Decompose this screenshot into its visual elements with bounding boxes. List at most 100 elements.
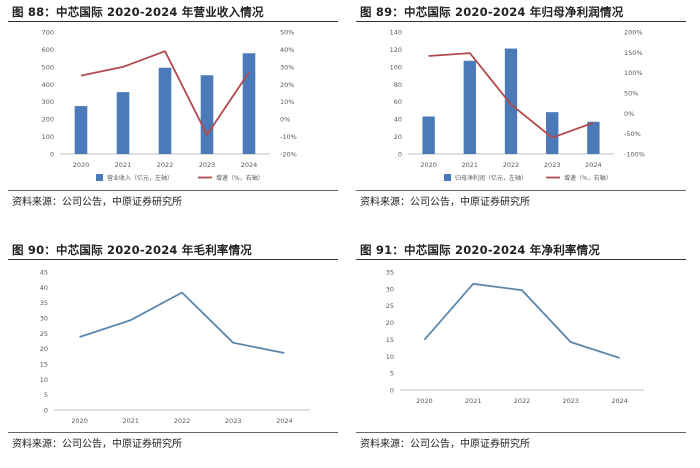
source-note: 资料来源：公司公告，中原证券研究所 bbox=[12, 439, 182, 450]
y-tick-label-left: 30 bbox=[386, 285, 394, 293]
series-line bbox=[428, 52, 594, 139]
y-tick-label-right: -20% bbox=[280, 151, 297, 159]
y-tick-label-left: 20 bbox=[40, 345, 48, 353]
y-tick-label-left: 500 bbox=[42, 63, 54, 71]
x-tick-label: 2020 bbox=[416, 397, 433, 405]
title-rule bbox=[356, 21, 686, 22]
y-tick-label-left: 100 bbox=[390, 63, 402, 71]
y-tick-label-left: 25 bbox=[386, 302, 394, 310]
y-tick-label-left: 60 bbox=[394, 98, 402, 106]
bar bbox=[504, 48, 518, 154]
y-tick-label-right: 20% bbox=[280, 81, 294, 89]
legend-label-line: 增速（%，右轴） bbox=[564, 174, 612, 182]
title-rule bbox=[356, 259, 686, 260]
y-tick-label-left: 35 bbox=[386, 269, 394, 277]
source-rule bbox=[8, 190, 338, 191]
y-tick-label-left: 200 bbox=[42, 116, 54, 124]
x-tick-label: 2021 bbox=[462, 161, 479, 169]
y-tick-label-left: 0 bbox=[50, 151, 54, 159]
bar bbox=[158, 67, 172, 154]
y-tick-label-left: 10 bbox=[386, 353, 394, 361]
x-tick-label: 2021 bbox=[123, 417, 140, 425]
y-tick-label-left: 15 bbox=[386, 336, 394, 344]
y-tick-label-right: -100% bbox=[624, 151, 645, 159]
x-tick-label: 2023 bbox=[199, 161, 216, 169]
y-tick-label-left: 45 bbox=[40, 269, 48, 277]
y-tick-label-left: 140 bbox=[390, 29, 402, 37]
x-tick-label: 2022 bbox=[174, 417, 191, 425]
y-tick-label-left: 35 bbox=[40, 299, 48, 307]
chart-panel-fig89: 图 89：中芯国际 2020-2024 年归母净利润情况 0 20 40 60 80 10… bbox=[356, 4, 686, 210]
y-tick-label-right: 150% bbox=[624, 49, 643, 57]
legend-swatch-bar bbox=[444, 174, 451, 181]
bar bbox=[116, 92, 130, 154]
x-tick-label: 2024 bbox=[276, 417, 293, 425]
y-tick-label-left: 400 bbox=[42, 81, 54, 89]
y-tick-label-left: 700 bbox=[42, 29, 54, 37]
x-tick-label: 2023 bbox=[544, 161, 561, 169]
y-tick-label-left: 40 bbox=[40, 284, 48, 292]
y-tick-label-left: 20 bbox=[386, 319, 394, 327]
series-line bbox=[423, 282, 620, 359]
x-tick-label: 2023 bbox=[563, 397, 580, 405]
x-tick-label: 2022 bbox=[514, 397, 531, 405]
y-tick-label-right: 50% bbox=[280, 29, 294, 37]
chart-svg: 0 20 40 60 80 100 120 140 2020 2021 2022 2023 2024 -1… bbox=[390, 29, 645, 183]
title-rule bbox=[8, 259, 338, 260]
bar bbox=[587, 121, 600, 154]
chart-panel-fig90: 图 90：中芯国际 2020-2024 年毛利率情况 0 5 10 15 20 25 30 3… bbox=[8, 242, 338, 466]
chart-svg: 0 100 200 300 400 500 600 700 2020 2021 2022 2023 20… bbox=[42, 29, 297, 183]
y-tick-label-right: 0% bbox=[624, 110, 634, 118]
y-tick-label-right: 100% bbox=[624, 69, 643, 77]
y-tick-label-right: 10% bbox=[280, 98, 294, 106]
y-tick-label-left: 5 bbox=[390, 370, 394, 378]
chart-title: 图 91：中芯国际 2020-2024 年净利率情况 bbox=[360, 243, 600, 257]
series-line bbox=[79, 291, 285, 354]
bar bbox=[74, 106, 88, 154]
series-line bbox=[80, 50, 250, 136]
y-tick-label-left: 300 bbox=[42, 98, 54, 106]
y-tick-label-right: 200% bbox=[624, 29, 643, 37]
chart-title: 图 89：中芯国际 2020-2024 年归母净利润情况 bbox=[360, 5, 624, 19]
x-tick-label: 2022 bbox=[503, 161, 520, 169]
x-tick-label: 2021 bbox=[115, 161, 132, 169]
legend-label-bar: 归母净利润（亿元，左轴） bbox=[455, 174, 527, 182]
x-tick-label: 2021 bbox=[465, 397, 482, 405]
bar bbox=[200, 75, 214, 154]
chart-svg: 0 5 10 15 20 25 30 35 2020 2021 2022 2023 2024 bbox=[386, 269, 644, 405]
source-note: 资料来源：公司公告，中原证券研究所 bbox=[360, 197, 530, 208]
y-tick-label-right: 30% bbox=[280, 63, 294, 71]
y-tick-label-left: 600 bbox=[42, 46, 54, 54]
y-tick-label-right: 0% bbox=[280, 116, 290, 124]
chart-title: 图 88：中芯国际 2020-2024 年营业收入情况 bbox=[12, 5, 264, 19]
y-tick-label-left: 100 bbox=[42, 133, 54, 141]
bar bbox=[546, 112, 559, 154]
source-rule bbox=[356, 432, 686, 433]
y-tick-label-right: -50% bbox=[624, 130, 641, 138]
chart-title: 图 90：中芯国际 2020-2024 年毛利率情况 bbox=[12, 243, 252, 257]
y-tick-label-left: 80 bbox=[394, 81, 402, 89]
y-tick-label-left: 0 bbox=[44, 407, 48, 415]
chart-panel-fig88: 图 88：中芯国际 2020-2024 年营业收入情况 0 100 200 300 40… bbox=[8, 4, 338, 210]
title-rule bbox=[8, 21, 338, 22]
legend-swatch-bar bbox=[96, 174, 103, 181]
y-tick-label-right: 40% bbox=[280, 46, 294, 54]
legend-label-line: 增速（%，右轴） bbox=[216, 174, 264, 182]
source-rule bbox=[8, 432, 338, 433]
y-tick-label-left: 5 bbox=[44, 391, 48, 399]
y-tick-label-right: 50% bbox=[624, 90, 638, 98]
y-tick-label-left: 20 bbox=[394, 133, 402, 141]
y-tick-label-left: 25 bbox=[40, 330, 48, 338]
bar bbox=[463, 60, 476, 154]
y-tick-label-left: 10 bbox=[40, 376, 48, 384]
y-tick-label-left: 40 bbox=[394, 116, 402, 124]
x-tick-label: 2020 bbox=[73, 161, 90, 169]
x-tick-label: 2024 bbox=[611, 397, 628, 405]
x-tick-label: 2024 bbox=[241, 161, 258, 169]
chart-svg: 0 5 10 15 20 25 30 35 40 45 2020 2021 2022 2023 2024 bbox=[40, 269, 310, 425]
source-note: 资料来源：公司公告，中原证券研究所 bbox=[360, 439, 530, 450]
x-tick-label: 2023 bbox=[225, 417, 242, 425]
chart-panel-fig91: 图 91：中芯国际 2020-2024 年净利率情况 0 5 10 15 20 25 30 3… bbox=[356, 242, 686, 466]
x-tick-label: 2022 bbox=[157, 161, 174, 169]
legend-label-bar: 营业收入（亿元，左轴） bbox=[107, 174, 173, 182]
